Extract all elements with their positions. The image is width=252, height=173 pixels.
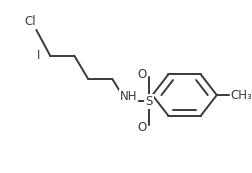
Text: I: I xyxy=(37,49,40,62)
Text: NH: NH xyxy=(119,90,137,103)
Text: O: O xyxy=(137,68,146,81)
Text: Cl: Cl xyxy=(25,15,36,28)
Text: CH₃: CH₃ xyxy=(230,89,251,102)
Text: S: S xyxy=(145,95,152,108)
Text: O: O xyxy=(137,121,146,134)
